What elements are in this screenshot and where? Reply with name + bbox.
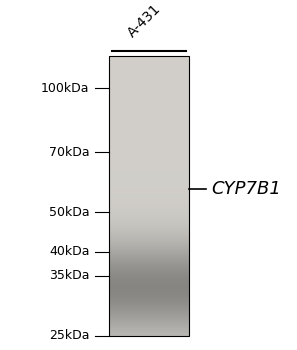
Text: 35kDa: 35kDa	[49, 269, 89, 282]
Bar	[109, 56, 189, 336]
Text: A-431: A-431	[125, 1, 163, 40]
Text: 70kDa: 70kDa	[49, 146, 89, 159]
Text: 25kDa: 25kDa	[49, 329, 89, 342]
Text: 50kDa: 50kDa	[49, 205, 89, 219]
Text: 40kDa: 40kDa	[49, 245, 89, 258]
Text: 100kDa: 100kDa	[41, 82, 89, 95]
Text: CYP7B1: CYP7B1	[212, 180, 282, 198]
